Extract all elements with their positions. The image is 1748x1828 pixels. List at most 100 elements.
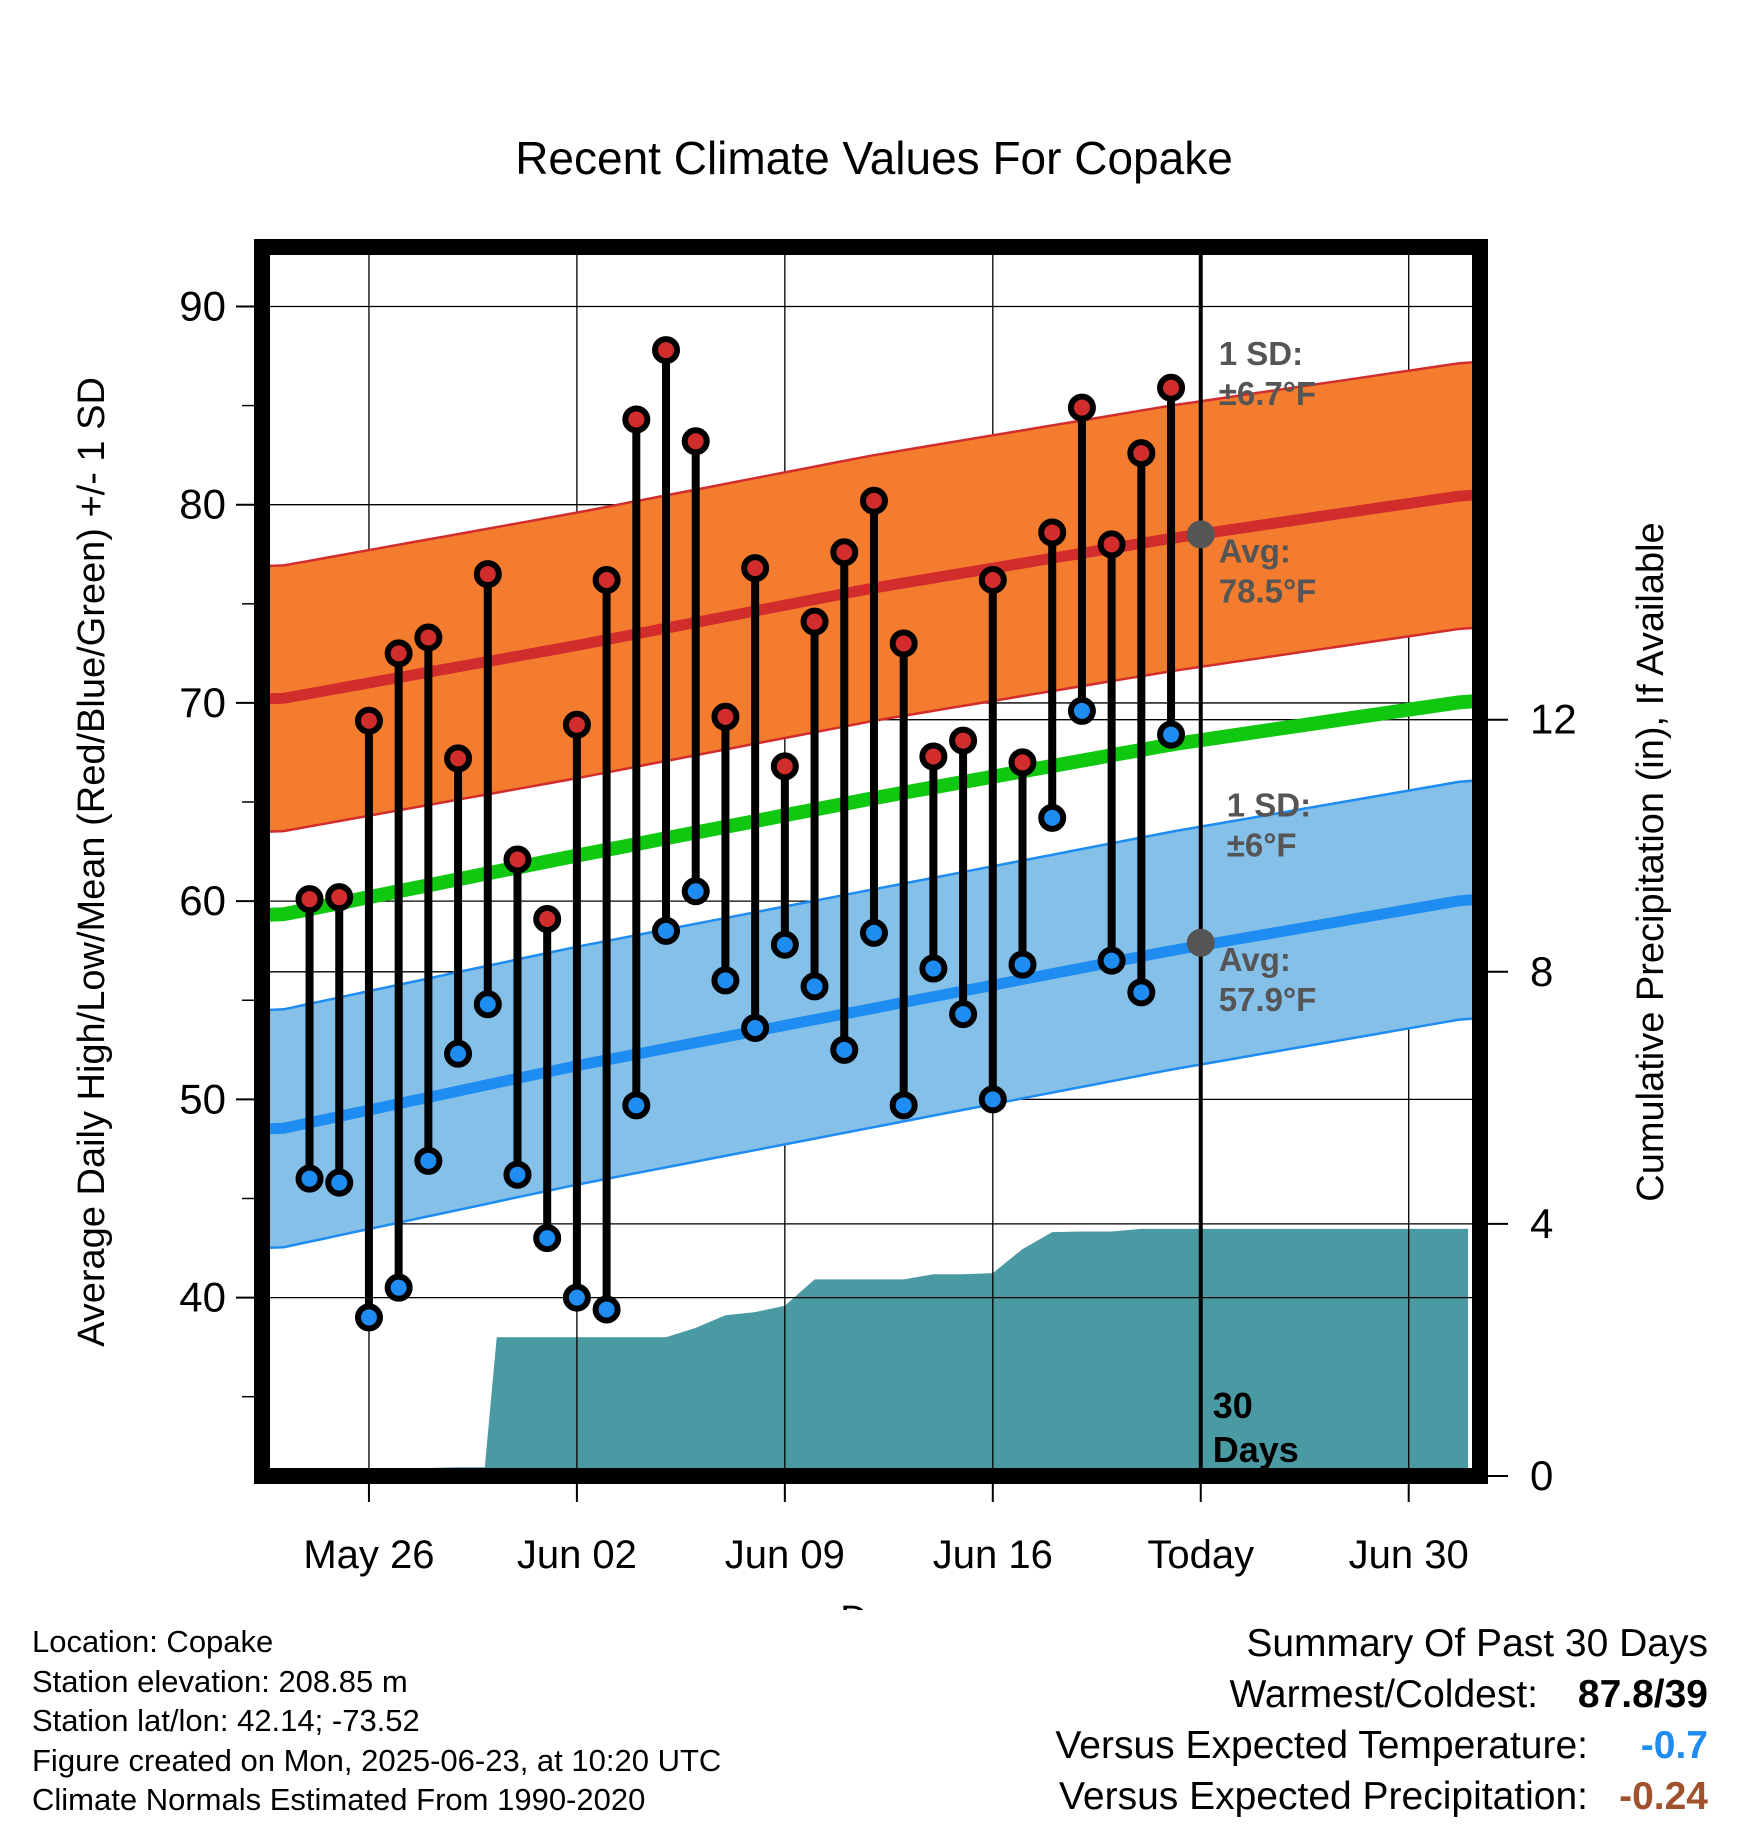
daily-high-point	[919, 742, 948, 771]
daily-low-point	[444, 1039, 473, 1068]
created-text: Figure created on Mon, 2025-06-23, at 10…	[32, 1742, 722, 1778]
daily-high-point	[681, 427, 710, 456]
summary-panel: Summary Of Past 30 Days Warmest/Coldest:…	[1055, 1618, 1708, 1822]
summary-warm-cold-row: Warmest/Coldest: 87.8/39	[1055, 1669, 1708, 1720]
chart-title: Recent Climate Values For Copake	[515, 132, 1233, 184]
daily-low-point	[800, 972, 829, 1001]
daily-low-point	[503, 1160, 532, 1189]
daily-high-point	[503, 845, 532, 874]
daily-high-point	[889, 629, 918, 658]
x-tick-label: May 26	[303, 1533, 434, 1577]
daily-high-point	[622, 405, 651, 434]
daily-low-point	[1008, 950, 1037, 979]
daily-low-point	[711, 966, 740, 995]
daily-low-point	[949, 1000, 978, 1029]
low-sd-label: 1 SD:	[1227, 787, 1311, 824]
daily-low-point	[1097, 946, 1126, 975]
location-text: Location: Copake	[32, 1624, 274, 1659]
normals-text: Climate Normals Estimated From 1990-2020	[32, 1782, 646, 1817]
summary-precip-row: Versus Expected Precipitation: -0.24	[1055, 1771, 1708, 1822]
daily-low-point	[414, 1146, 443, 1175]
high-sd-label: 1 SD:	[1219, 335, 1303, 372]
daily-low-point	[741, 1014, 770, 1043]
low-avg-label: Avg:	[1219, 941, 1291, 978]
daily-high-point	[770, 752, 799, 781]
daily-low-point	[1127, 978, 1156, 1007]
daily-high-point	[1127, 439, 1156, 468]
y-tick-label-right: 4	[1530, 1200, 1553, 1247]
daily-low-point	[830, 1035, 859, 1064]
x-tick-label: Today	[1147, 1533, 1254, 1577]
y-tick-label-left: 90	[179, 282, 226, 329]
low-sd-value: ±6°F	[1227, 827, 1297, 864]
y-tick-label-left: 40	[179, 1274, 226, 1321]
y-tick-label-right: 12	[1530, 696, 1577, 743]
y-tick-label-left: 60	[179, 877, 226, 924]
daily-high-point	[384, 639, 413, 668]
daily-high-point	[978, 566, 1007, 595]
daily-high-point	[1038, 518, 1067, 547]
daily-low-point	[1067, 696, 1096, 725]
daily-high-point	[562, 710, 591, 739]
y-axis-label-right: Cumulative Precipitation (in), If Availa…	[1630, 522, 1672, 1201]
daily-low-point	[533, 1224, 562, 1253]
daily-high-point	[592, 566, 621, 595]
daily-low-point	[681, 877, 710, 906]
daily-high-point	[414, 623, 443, 652]
x-tick-label: Jun 16	[933, 1533, 1053, 1577]
daily-high-point	[800, 607, 829, 636]
daily-high-point	[444, 744, 473, 773]
x-tick-label: Jun 30	[1349, 1533, 1469, 1577]
x-axis-label: Day	[840, 1599, 908, 1610]
daily-high-point	[354, 706, 383, 735]
daily-high-point	[949, 726, 978, 755]
high-avg-label: Avg:	[1219, 532, 1291, 569]
temp-label: Versus Expected Temperature:	[1055, 1724, 1588, 1767]
daily-low-point	[919, 954, 948, 983]
climate-chart: Recent Climate Values For Copake 1 SD:±6…	[71, 132, 1672, 1610]
x-tick-label: Jun 02	[517, 1533, 637, 1577]
daily-low-point	[325, 1168, 354, 1197]
low-avg-value: 57.9°F	[1219, 981, 1317, 1018]
daily-low-point	[592, 1295, 621, 1324]
station-info: Location: Copake Station elevation: 208.…	[32, 1622, 721, 1820]
y-tick-label-right: 8	[1530, 948, 1553, 995]
daily-low-point	[978, 1085, 1007, 1114]
daily-low-point	[652, 916, 681, 945]
daily-high-point	[1067, 393, 1096, 422]
daily-low-point	[1157, 720, 1186, 749]
y-tick-label-left: 80	[179, 481, 226, 528]
daily-low-point	[1038, 803, 1067, 832]
daily-low-point	[622, 1091, 651, 1120]
summary-temp-row: Versus Expected Temperature: -0.7	[1055, 1720, 1708, 1771]
x-tick-label: Jun 09	[725, 1533, 845, 1577]
y-tick-label-right: 0	[1530, 1452, 1553, 1499]
daily-high-point	[741, 554, 770, 583]
daily-low-point	[562, 1283, 591, 1312]
daily-low-point	[354, 1303, 383, 1332]
today-low-normal-marker	[1186, 928, 1215, 957]
daily-high-point	[652, 336, 681, 365]
daily-high-point	[533, 904, 562, 933]
plot-frame	[254, 239, 1488, 1484]
daily-low-point	[384, 1273, 413, 1302]
daily-low-point	[889, 1091, 918, 1120]
daily-high-point	[295, 885, 324, 914]
window-count-label: 30	[1213, 1385, 1253, 1426]
daily-high-point	[830, 538, 859, 567]
precip-value: -0.24	[1619, 1775, 1708, 1818]
elevation-text: Station elevation: 208.85 m	[32, 1663, 408, 1699]
window-days-label: Days	[1213, 1429, 1299, 1470]
today-high-normal-marker	[1186, 520, 1215, 549]
daily-low-point	[859, 918, 888, 947]
daily-high-point	[1157, 373, 1186, 402]
daily-high-point	[1097, 530, 1126, 559]
daily-low-point	[473, 990, 502, 1019]
y-tick-label-left: 70	[179, 679, 226, 726]
y-axis-label-left: Average Daily High/Low/Mean (Red/Blue/Gr…	[71, 377, 113, 1347]
y-tick-label-left: 50	[179, 1075, 226, 1122]
daily-high-point	[325, 883, 354, 912]
daily-high-point	[859, 486, 888, 515]
high-avg-value: 78.5°F	[1219, 572, 1317, 609]
